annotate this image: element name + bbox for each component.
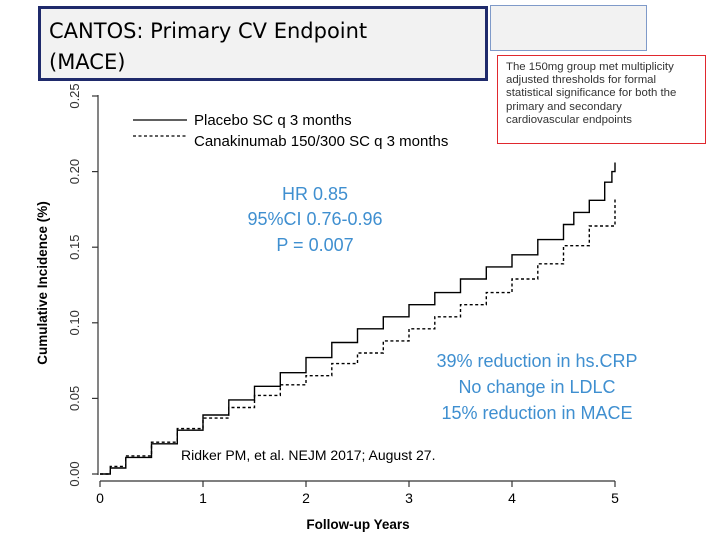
y-tick-label: 0.10 — [67, 310, 82, 335]
legend: Placebo SC q 3 months Canakinumab 150/30… — [133, 112, 448, 150]
reference-author: Ridker PM, et al — [181, 447, 281, 463]
slide-title: CANTOS: Primary CV Endpoint (MACE) — [38, 6, 488, 81]
y-tick-label: 0.25 — [67, 83, 82, 108]
mace-reduction-text: 15% reduction in MACE — [441, 403, 632, 423]
x-tick-label: 1 — [199, 490, 207, 506]
blank-header-box — [490, 5, 647, 51]
legend-label-placebo: Placebo SC q 3 months — [194, 112, 352, 129]
hazard-ratio-text: HR 0.85 — [282, 184, 348, 204]
x-axis-title: Follow-up Years — [306, 517, 409, 532]
y-tick-label: 0.05 — [67, 386, 82, 411]
significance-note-text: The 150mg group met multiplicity adjuste… — [506, 61, 677, 126]
reference-journal: . NEJM 2017; August 27. — [281, 447, 436, 463]
y-tick-label: 0.15 — [67, 235, 82, 260]
x-tick-label: 3 — [405, 490, 413, 506]
series-layer — [100, 162, 616, 475]
y-tick-label: 0.20 — [67, 159, 82, 184]
slide-title-line-1: CANTOS: Primary CV Endpoint — [49, 19, 368, 43]
ldlc-text: No change in LDLC — [458, 377, 615, 397]
crp-reduction-text: 39% reduction in hs.CRP — [436, 351, 637, 371]
x-ticks: 0 1 2 3 4 5 — [96, 481, 619, 506]
p-value-text: P = 0.007 — [276, 235, 353, 255]
x-tick-label: 5 — [611, 490, 619, 506]
legend-label-canakinumab: Canakinumab 150/300 SC q 3 months — [194, 133, 448, 150]
x-tick-label: 2 — [302, 490, 310, 506]
y-axis-title: Cumulative Incidence (%) — [35, 201, 50, 365]
confidence-interval-text: 95%CI 0.76-0.96 — [247, 209, 382, 229]
x-tick-label: 0 — [96, 490, 104, 506]
y-tick-label: 0.00 — [67, 461, 82, 486]
x-tick-label: 4 — [508, 490, 516, 506]
y-ticks: 0.00 0.05 0.10 0.15 0.20 0.25 — [67, 83, 98, 487]
reference-citation: Ridker PM, et al. NEJM 2017; August 27. — [181, 447, 435, 463]
significance-note: The 150mg group met multiplicity adjuste… — [497, 55, 706, 144]
slide-title-line-2: (MACE) — [49, 50, 126, 74]
series-line-canakinumab — [100, 197, 616, 475]
